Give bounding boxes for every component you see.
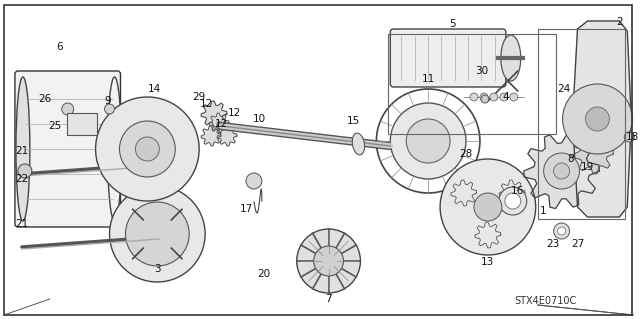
- Text: 10: 10: [252, 114, 266, 124]
- Text: 12: 12: [227, 108, 241, 118]
- Circle shape: [61, 103, 74, 115]
- Text: 3: 3: [154, 264, 161, 274]
- Text: 25: 25: [48, 121, 61, 131]
- Text: 11: 11: [422, 74, 435, 84]
- Text: 7: 7: [325, 294, 332, 304]
- Text: 12: 12: [200, 99, 212, 109]
- Polygon shape: [475, 222, 501, 248]
- Circle shape: [554, 223, 570, 239]
- Text: 30: 30: [476, 66, 488, 76]
- Text: 24: 24: [557, 84, 570, 94]
- Text: 2: 2: [616, 17, 623, 27]
- Text: 4: 4: [502, 92, 509, 102]
- Circle shape: [505, 193, 521, 209]
- Circle shape: [490, 93, 498, 101]
- Text: 22: 22: [15, 174, 29, 184]
- Ellipse shape: [352, 133, 365, 155]
- Ellipse shape: [501, 35, 521, 81]
- Text: 23: 23: [546, 239, 559, 249]
- Circle shape: [481, 95, 489, 103]
- Text: 19: 19: [581, 162, 594, 172]
- Polygon shape: [201, 126, 221, 146]
- Circle shape: [557, 227, 566, 235]
- Text: 5: 5: [449, 19, 456, 29]
- Polygon shape: [209, 113, 229, 133]
- Text: 18: 18: [626, 132, 639, 142]
- Circle shape: [500, 93, 508, 101]
- Polygon shape: [499, 180, 525, 206]
- Text: 15: 15: [347, 116, 360, 126]
- Circle shape: [109, 186, 205, 282]
- Text: 8: 8: [567, 154, 574, 164]
- Circle shape: [624, 132, 634, 142]
- Text: 14: 14: [148, 84, 161, 94]
- Text: 21: 21: [15, 219, 29, 229]
- Text: 6: 6: [56, 42, 63, 52]
- Text: 29: 29: [193, 92, 206, 102]
- Circle shape: [136, 137, 159, 161]
- Circle shape: [314, 246, 344, 276]
- Ellipse shape: [108, 77, 122, 221]
- Polygon shape: [451, 180, 477, 206]
- Polygon shape: [568, 89, 627, 149]
- Text: 17: 17: [240, 204, 253, 214]
- Circle shape: [104, 104, 115, 114]
- Text: 16: 16: [511, 186, 524, 196]
- Circle shape: [18, 164, 32, 178]
- Polygon shape: [573, 134, 613, 174]
- Circle shape: [586, 107, 609, 131]
- Polygon shape: [201, 101, 227, 127]
- Text: 21: 21: [15, 146, 29, 156]
- Text: 26: 26: [38, 94, 51, 104]
- Text: 12: 12: [214, 119, 228, 129]
- Circle shape: [474, 193, 502, 221]
- Circle shape: [390, 103, 466, 179]
- Circle shape: [499, 187, 527, 215]
- Circle shape: [120, 121, 175, 177]
- Circle shape: [470, 93, 478, 101]
- Circle shape: [125, 202, 189, 266]
- FancyBboxPatch shape: [390, 29, 506, 87]
- Text: 13: 13: [481, 257, 495, 267]
- Text: 9: 9: [104, 96, 111, 106]
- Text: 28: 28: [460, 149, 472, 159]
- Text: 1: 1: [540, 206, 546, 216]
- Polygon shape: [524, 133, 600, 209]
- Text: 27: 27: [571, 239, 584, 249]
- Circle shape: [543, 153, 579, 189]
- Text: 20: 20: [257, 269, 271, 279]
- FancyBboxPatch shape: [15, 71, 120, 227]
- Text: STX4E0710C: STX4E0710C: [515, 296, 577, 306]
- FancyBboxPatch shape: [67, 113, 97, 135]
- Circle shape: [406, 119, 450, 163]
- Circle shape: [563, 84, 632, 154]
- Polygon shape: [217, 126, 237, 146]
- Circle shape: [246, 173, 262, 189]
- Polygon shape: [573, 21, 631, 217]
- Circle shape: [440, 159, 536, 255]
- Circle shape: [554, 163, 570, 179]
- Ellipse shape: [16, 77, 30, 221]
- Circle shape: [510, 93, 518, 101]
- Circle shape: [480, 93, 488, 101]
- Circle shape: [95, 97, 199, 201]
- Circle shape: [297, 229, 360, 293]
